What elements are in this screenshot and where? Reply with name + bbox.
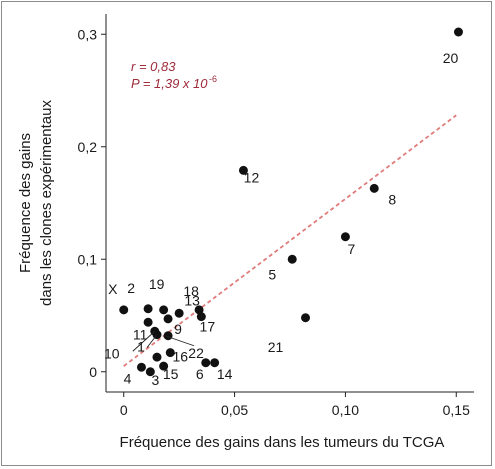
point-label: 18: [183, 283, 199, 299]
point-label: 20: [443, 50, 459, 66]
data-point: [163, 314, 173, 324]
data-point: [201, 358, 211, 368]
point-label: 8: [388, 191, 396, 207]
x-tick-label: 0,05: [221, 402, 248, 418]
y-tick-label: 0,3: [78, 26, 98, 42]
point-label: 10: [104, 345, 120, 361]
point-label: 13: [184, 292, 200, 308]
point-label: 19: [149, 276, 165, 292]
data-point: [287, 254, 297, 264]
p-value-label: P = 1,39 x 10: [131, 76, 208, 91]
data-point: [143, 317, 153, 327]
data-point: [143, 304, 153, 314]
data-point: [174, 308, 184, 318]
point-label: 22: [188, 345, 204, 361]
point-label: 21: [268, 339, 284, 355]
y-axis-title-line1: Fréquence des gains: [17, 133, 34, 273]
point-label: 15: [163, 366, 179, 382]
point-label: 14: [217, 366, 233, 382]
r-value-label: r = 0,83: [131, 59, 176, 74]
data-point: [369, 183, 379, 193]
point-label: X: [108, 281, 118, 297]
data-point: [165, 348, 175, 358]
p-value-exponent: -6: [209, 74, 217, 84]
data-point: [238, 165, 248, 175]
leader-line-1: [146, 334, 158, 348]
points-layer: [119, 27, 463, 377]
leader-line-22: [164, 335, 195, 347]
point-label: 9: [174, 321, 182, 337]
data-point: [159, 305, 169, 315]
leader-line-10: [132, 330, 156, 352]
data-point: [196, 312, 206, 322]
point-label: 17: [200, 319, 216, 335]
data-point: [301, 313, 311, 323]
y-axis-title-line2: dans les clones expérimentaux: [38, 100, 55, 306]
x-tick-label: 0,15: [443, 402, 470, 418]
point-label: 4: [124, 370, 132, 386]
point-label: 12: [244, 169, 260, 185]
data-point: [136, 362, 146, 372]
x-tick-label: 0,10: [332, 402, 359, 418]
stats-annotation: r = 0,83 P = 1,39 x 10 -6: [131, 59, 217, 91]
x-axis-title: Fréquence des gains dans les tumeurs du …: [120, 434, 445, 451]
point-label: 5: [268, 266, 276, 282]
point-label: 6: [196, 366, 204, 382]
data-point: [340, 232, 350, 242]
data-point: [152, 352, 162, 362]
axes: 0 0,1 0,2 0,3 0 0,05 0,10 0,15 Fréquence des gai…: [17, 14, 474, 451]
point-label: 11: [133, 326, 148, 342]
data-point: [159, 361, 169, 371]
data-point: [210, 358, 220, 368]
y-tick-label: 0: [89, 364, 97, 380]
y-tick-label: 0,2: [78, 139, 98, 155]
x-tick-label: 0: [120, 402, 128, 418]
data-point: [145, 367, 155, 377]
data-point: [163, 331, 173, 341]
data-point: [119, 305, 129, 315]
data-point: [453, 27, 463, 37]
y-tick-label: 0,1: [78, 251, 98, 267]
point-label: 2: [127, 280, 135, 296]
data-point: [194, 305, 204, 315]
point-label: 1: [137, 339, 145, 355]
point-label: 16: [173, 349, 189, 365]
point-label: 7: [348, 241, 356, 257]
point-label: 3: [151, 372, 159, 388]
